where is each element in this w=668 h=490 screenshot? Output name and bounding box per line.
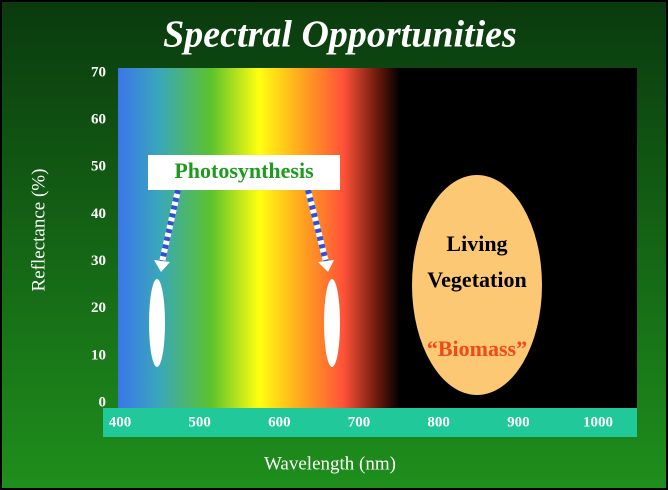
y-tick-label: 20 [91,300,106,316]
y-tick-label: 60 [91,112,106,128]
x-tick-label: 600 [268,414,291,430]
y-tick-label: 40 [91,206,106,222]
absorption-blue [149,279,165,367]
title: Spectral Opportunities [163,14,517,56]
x-axis-band [103,408,637,437]
x-tick-label: 900 [507,414,530,430]
arrow-red [305,189,329,263]
x-tick-label: 400 [109,414,132,430]
vegetation-ellipse [412,175,542,395]
x-tick-label: 800 [427,414,450,430]
y-axis-label: Reflectance (%) [28,169,49,292]
y-tick-label: 0 [99,394,107,410]
arrowhead-red [318,260,334,272]
y-tick-label: 10 [91,347,106,363]
x-tick-label: 500 [188,414,211,430]
y-tick-label: 50 [91,159,106,175]
vegetation-label: Living [446,231,507,256]
absorption-red [324,279,340,367]
photosynthesis-label: Photosynthesis [174,158,314,183]
biomass-label: “Biomass” [427,336,527,361]
photosynthesis-box [148,155,340,190]
vegetation-label: Vegetation [427,267,526,292]
arrowhead-blue [154,260,170,272]
x-tick-label: 1000 [583,414,613,430]
arrow-blue [159,189,181,263]
x-axis-label: Wavelength (nm) [264,453,396,474]
y-tick-label: 30 [91,253,106,269]
x-tick-label: 700 [348,414,371,430]
y-tick-label: 70 [91,64,106,80]
